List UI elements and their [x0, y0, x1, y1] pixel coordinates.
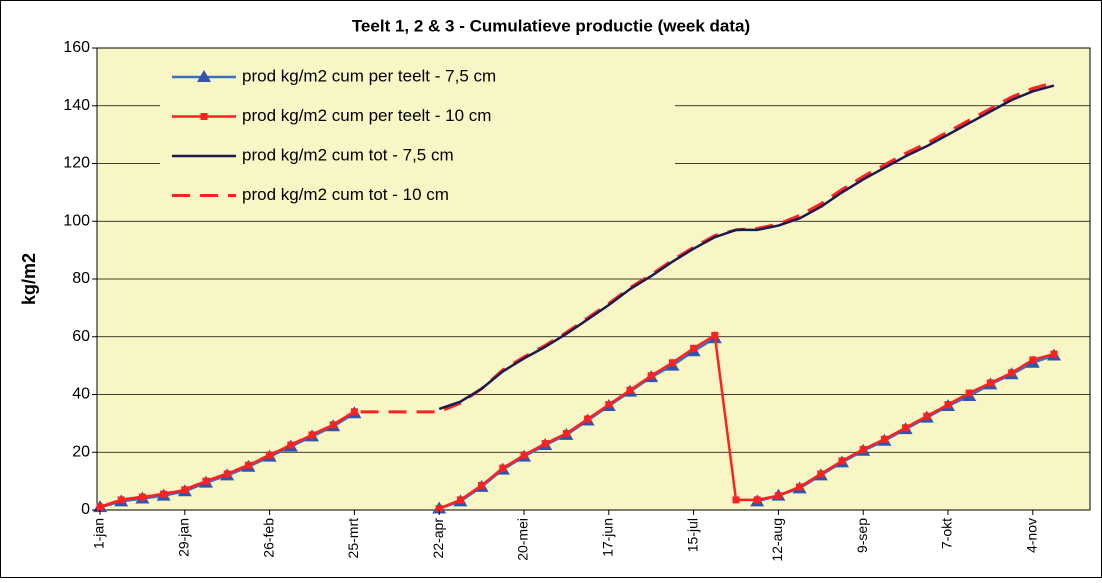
marker	[902, 424, 910, 432]
marker	[200, 113, 208, 120]
marker	[605, 401, 613, 409]
marker	[244, 461, 252, 469]
marker	[668, 359, 676, 367]
marker	[562, 429, 570, 437]
legend-label: prod kg/m2 cum tot - 10 cm	[242, 185, 449, 204]
marker	[499, 464, 507, 472]
marker	[287, 441, 295, 449]
x-tick-label: 22-apr	[430, 518, 446, 559]
marker	[584, 415, 592, 423]
y-tick-label: 0	[81, 501, 90, 518]
legend-label: prod kg/m2 cum per teelt - 7,5 cm	[242, 66, 496, 85]
marker	[626, 386, 634, 394]
marker	[732, 496, 740, 504]
x-tick-label: 4-nov	[1024, 518, 1040, 553]
marker	[350, 408, 358, 416]
y-tick-label: 120	[63, 155, 90, 172]
marker	[923, 412, 931, 420]
y-tick-label: 20	[72, 443, 90, 460]
series-layer	[93, 81, 1061, 514]
x-tick-label: 17-jun	[600, 518, 616, 557]
marker	[456, 496, 464, 504]
marker	[202, 477, 210, 485]
marker	[96, 503, 104, 511]
marker	[753, 496, 761, 504]
x-tick-label: 7-okt	[939, 518, 955, 549]
x-tick-label: 1-jan	[91, 518, 107, 549]
legend-label: prod kg/m2 cum tot - 7,5 cm	[242, 145, 454, 164]
marker	[197, 70, 211, 82]
series-line	[99, 81, 1055, 509]
marker	[160, 490, 168, 498]
legend-label: prod kg/m2 cum per teelt - 10 cm	[242, 106, 491, 125]
legend: prod kg/m2 cum per teelt - 7,5 cm prod kg…	[160, 57, 675, 214]
marker	[181, 486, 189, 494]
marker	[478, 481, 486, 489]
marker	[859, 445, 867, 453]
y-axis-label: kg/m2	[19, 253, 39, 305]
marker	[435, 505, 443, 513]
marker	[647, 372, 655, 380]
marker	[944, 401, 952, 409]
marker	[965, 389, 973, 397]
marker	[520, 451, 528, 459]
legend-box	[160, 57, 675, 214]
marker	[266, 451, 274, 459]
marker	[796, 483, 804, 491]
marker	[838, 457, 846, 465]
marker	[774, 492, 782, 500]
y-tick-label: 40	[72, 386, 90, 403]
marker	[1029, 356, 1037, 364]
y-tick-label: 60	[72, 328, 90, 345]
y-tick-label: 160	[63, 39, 90, 56]
x-tick-label: 25-mrt	[345, 518, 361, 559]
y-tick-label: 80	[72, 270, 90, 287]
marker	[329, 421, 337, 429]
marker	[117, 496, 125, 504]
chart-title: Teelt 1, 2 & 3 - Cumulatieve productie (…	[352, 16, 750, 35]
x-tick-label: 9-sep	[854, 518, 870, 553]
marker	[817, 470, 825, 478]
y-tick-label: 100	[63, 212, 90, 229]
marker	[541, 440, 549, 448]
x-tick-label: 12-aug	[769, 518, 785, 562]
x-tick-label: 29-jan	[176, 518, 192, 557]
marker	[308, 431, 316, 439]
marker	[1050, 350, 1058, 358]
x-tick-label: 20-mei	[515, 518, 531, 561]
x-tick-label: 26-feb	[260, 518, 276, 558]
marker	[711, 331, 719, 339]
marker	[223, 470, 231, 478]
marker	[138, 493, 146, 501]
marker	[1008, 369, 1016, 377]
grid	[97, 47, 1090, 511]
y-tick-label: 140	[63, 97, 90, 114]
marker	[986, 379, 994, 387]
x-tick-label: 15-jul	[684, 518, 700, 552]
marker	[880, 435, 888, 443]
marker	[690, 344, 698, 352]
